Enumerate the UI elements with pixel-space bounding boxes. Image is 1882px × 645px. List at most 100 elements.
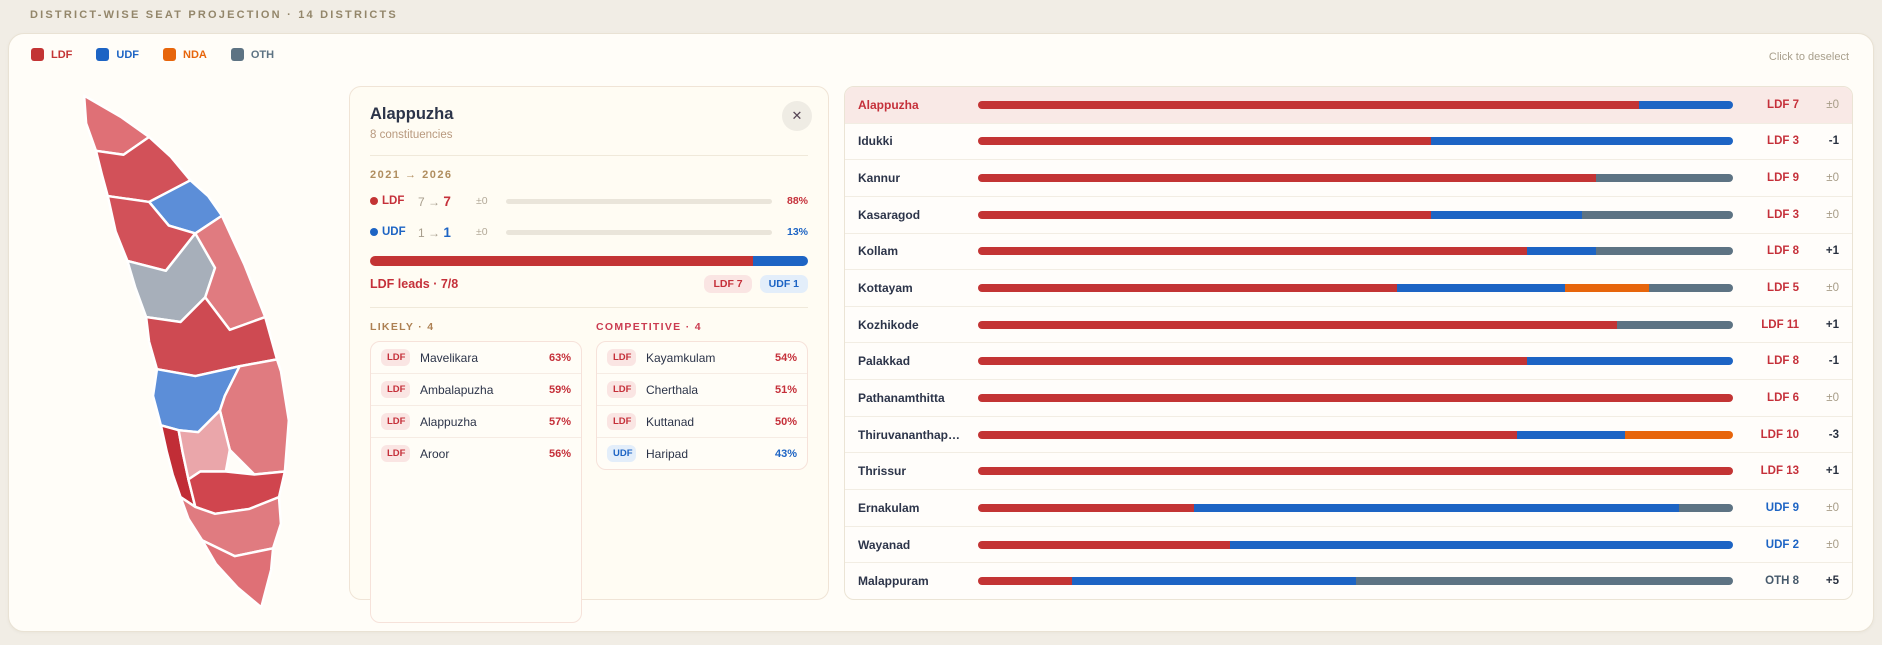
- trend-bar: [506, 198, 772, 204]
- bar-segment-oth: [1595, 247, 1733, 256]
- group-competitive-4: COMPETITIVE · 4 LDF Kayamkulam 54% LDF Che…: [596, 321, 808, 623]
- constituency-pct: 57%: [548, 415, 571, 428]
- lead-segment-udf: [753, 256, 808, 266]
- kerala-map: [33, 84, 338, 624]
- map-region-thiruvananthapuram[interactable]: [200, 539, 275, 609]
- constituency-name: Aroor: [420, 446, 450, 461]
- constituency-item-alappuzha: LDF Alappuzha 57%: [371, 406, 581, 438]
- district-row-thiruvananthap[interactable]: Thiruvananthap… LDF 10 -3: [845, 417, 1852, 454]
- bar-segment-oth: [1595, 174, 1733, 183]
- legend-item-udf[interactable]: UDF: [96, 48, 139, 61]
- oth-swatch-icon: [230, 48, 244, 61]
- constituency-name: Ambalapuzha: [420, 382, 494, 397]
- district-row-ernakulam[interactable]: Ernakulam UDF 9 ±0: [845, 490, 1852, 527]
- district-seat-bar: [978, 467, 1733, 476]
- district-row-kollam[interactable]: Kollam LDF 8 +1: [845, 234, 1852, 271]
- district-winner: LDF 8: [1767, 355, 1799, 368]
- party-pill: UDF: [607, 445, 636, 462]
- district-row-pathanamthitta[interactable]: Pathanamthitta LDF 6 ±0: [845, 380, 1852, 417]
- district-seat-bar: [978, 577, 1733, 586]
- district-row-palakkad[interactable]: Palakkad LDF 8 -1: [845, 343, 1852, 381]
- bar-segment-oth: [1679, 503, 1733, 512]
- district-name: Kasaragod: [858, 207, 921, 222]
- udf-swatch-icon: [96, 48, 110, 61]
- district-change: ±0: [1826, 538, 1839, 551]
- bar-segment-ldf: [978, 357, 1528, 366]
- party-pill: LDF: [381, 413, 410, 430]
- ldf-swatch-icon: [31, 48, 44, 61]
- district-change: ±0: [1826, 208, 1839, 221]
- deselect-hint[interactable]: Click to deselect: [1768, 51, 1849, 63]
- close-button[interactable]: ✕: [782, 101, 812, 131]
- district-row-kozhikode[interactable]: Kozhikode LDF 11 +1: [845, 307, 1852, 344]
- district-row-wayanad[interactable]: Wayanad UDF 2 ±0: [845, 527, 1852, 564]
- constituency-name: Kuttanad: [646, 414, 695, 429]
- trend-seats: 7 → 7: [418, 193, 451, 209]
- trend-row-ldf: LDF 7 → 7 ±0 88%: [370, 190, 808, 212]
- legend-item-ldf[interactable]: LDF: [31, 48, 72, 61]
- bar-segment-udf: [1517, 430, 1626, 439]
- district-change: ±0: [1826, 282, 1839, 295]
- district-seat-bar: [978, 137, 1733, 146]
- bar-segment-ldf: [978, 540, 1230, 549]
- projection-card: LDF UDF NDA OTH Click to deselect Alappu…: [8, 33, 1874, 632]
- district-change: ±0: [1826, 172, 1839, 185]
- constituency-item-mavelikara: LDF Mavelikara 63%: [371, 342, 581, 374]
- divider: [370, 307, 808, 308]
- badge-udf-1: UDF 1: [759, 275, 808, 293]
- party-pill: LDF: [381, 349, 410, 366]
- district-change: +1: [1825, 465, 1839, 478]
- group-title: LIKELY · 4: [370, 321, 435, 333]
- lead-stacked-bar: [370, 256, 808, 266]
- bar-segment-udf: [1397, 284, 1566, 293]
- legend-label: NDA: [183, 48, 207, 61]
- district-row-kannur[interactable]: Kannur LDF 9 ±0: [845, 160, 1852, 197]
- party-pill: LDF: [381, 381, 410, 398]
- district-seat-bar: [978, 503, 1733, 512]
- bar-segment-oth: [1616, 320, 1733, 329]
- seat-badges: LDF 7 UDF 1: [704, 275, 808, 293]
- legend-item-nda[interactable]: NDA: [163, 48, 207, 61]
- bar-segment-udf: [1431, 210, 1582, 219]
- bar-segment-udf: [1527, 247, 1596, 256]
- constituency-name: Mavelikara: [420, 350, 479, 365]
- district-row-alappuzha[interactable]: Alappuzha LDF 7 ±0: [845, 87, 1852, 124]
- trend-party: LDF: [382, 195, 405, 207]
- bar-segment-ldf: [978, 577, 1073, 586]
- district-row-thrissur[interactable]: Thrissur LDF 13 +1: [845, 453, 1852, 491]
- constituency-name: Haripad: [646, 446, 689, 461]
- party-pill: LDF: [607, 413, 636, 430]
- seat-groups: LIKELY · 4 LDF Mavelikara 63% LDF Ambalapu…: [370, 321, 808, 623]
- bar-segment-udf: [1638, 100, 1733, 109]
- legend-item-oth[interactable]: OTH: [230, 48, 275, 61]
- district-detail-panel: Alappuzha 8 constituencies ✕ 2021 → 2026…: [349, 86, 829, 623]
- district-row-idukki[interactable]: Idukki LDF 3 -1: [845, 124, 1852, 161]
- district-row-malappuram[interactable]: Malappuram OTH 8 +5: [845, 563, 1852, 599]
- district-name: Thiruvananthap…: [858, 427, 961, 442]
- bar-segment-udf: [1229, 540, 1733, 549]
- district-winner: LDF 8: [1767, 245, 1799, 258]
- district-winner: LDF 7: [1767, 98, 1799, 111]
- district-winner: LDF 11: [1761, 318, 1799, 331]
- bar-segment-udf: [1072, 577, 1356, 586]
- constituency-name: Kayamkulam: [646, 350, 716, 365]
- district-seat-bar: [978, 320, 1733, 329]
- bar-segment-oth: [1582, 210, 1733, 219]
- district-seat-bar: [978, 174, 1733, 183]
- district-row-kasaragod[interactable]: Kasaragod LDF 3 ±0: [845, 197, 1852, 234]
- detail-title: Alappuzha: [370, 105, 454, 123]
- district-name: Palakkad: [858, 354, 911, 369]
- group-title: COMPETITIVE · 4: [596, 321, 702, 333]
- constituency-item-aroor: LDF Aroor 56%: [371, 438, 581, 469]
- constituency-name: Cherthala: [646, 382, 699, 397]
- constituency-pct: 63%: [548, 351, 571, 364]
- legend-label: OTH: [250, 48, 275, 61]
- district-seat-bar: [978, 430, 1733, 439]
- district-winner: OTH 8: [1765, 575, 1799, 588]
- trend-rows: LDF 7 → 7 ±0 88% UDF 1 → 1 ±0 13%: [370, 190, 808, 243]
- district-row-kottayam[interactable]: Kottayam LDF 5 ±0: [845, 270, 1852, 307]
- district-change: -1: [1828, 135, 1839, 148]
- trend-bar: [506, 229, 772, 235]
- district-winner: LDF 3: [1767, 135, 1799, 148]
- bar-segment-ldf: [978, 210, 1431, 219]
